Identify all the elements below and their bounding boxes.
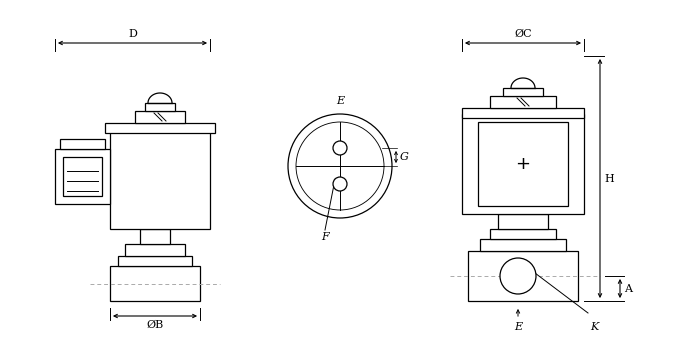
Text: +: + [515, 155, 530, 173]
Text: F: F [321, 232, 329, 242]
Bar [125, 244, 185, 256]
Text: E: E [336, 96, 344, 106]
Text: ØB: ØB [146, 320, 164, 330]
Text: ØC: ØC [514, 29, 532, 39]
Text: D: D [128, 29, 137, 39]
Bar [480, 239, 566, 251]
Bar [490, 229, 556, 239]
Bar [55, 149, 110, 204]
Bar [498, 214, 548, 229]
Bar [110, 266, 200, 301]
Bar [503, 88, 543, 96]
Bar [118, 256, 192, 266]
Bar [105, 123, 215, 133]
Bar [468, 251, 578, 301]
Bar [63, 157, 102, 196]
Circle shape [500, 258, 536, 294]
Bar [145, 103, 175, 111]
Text: K: K [590, 322, 598, 332]
Text: E: E [514, 322, 522, 332]
Circle shape [296, 122, 384, 210]
Circle shape [288, 114, 392, 218]
Bar [140, 229, 170, 244]
Bar [462, 114, 584, 214]
Bar [478, 122, 568, 206]
Bar [135, 111, 185, 123]
Bar [60, 139, 105, 149]
Text: G: G [400, 152, 409, 162]
Bar [490, 96, 556, 108]
Bar [110, 129, 210, 229]
Circle shape [333, 141, 347, 155]
Text: A: A [624, 284, 632, 293]
Bar [462, 108, 584, 118]
Circle shape [333, 177, 347, 191]
Text: H: H [604, 173, 614, 184]
